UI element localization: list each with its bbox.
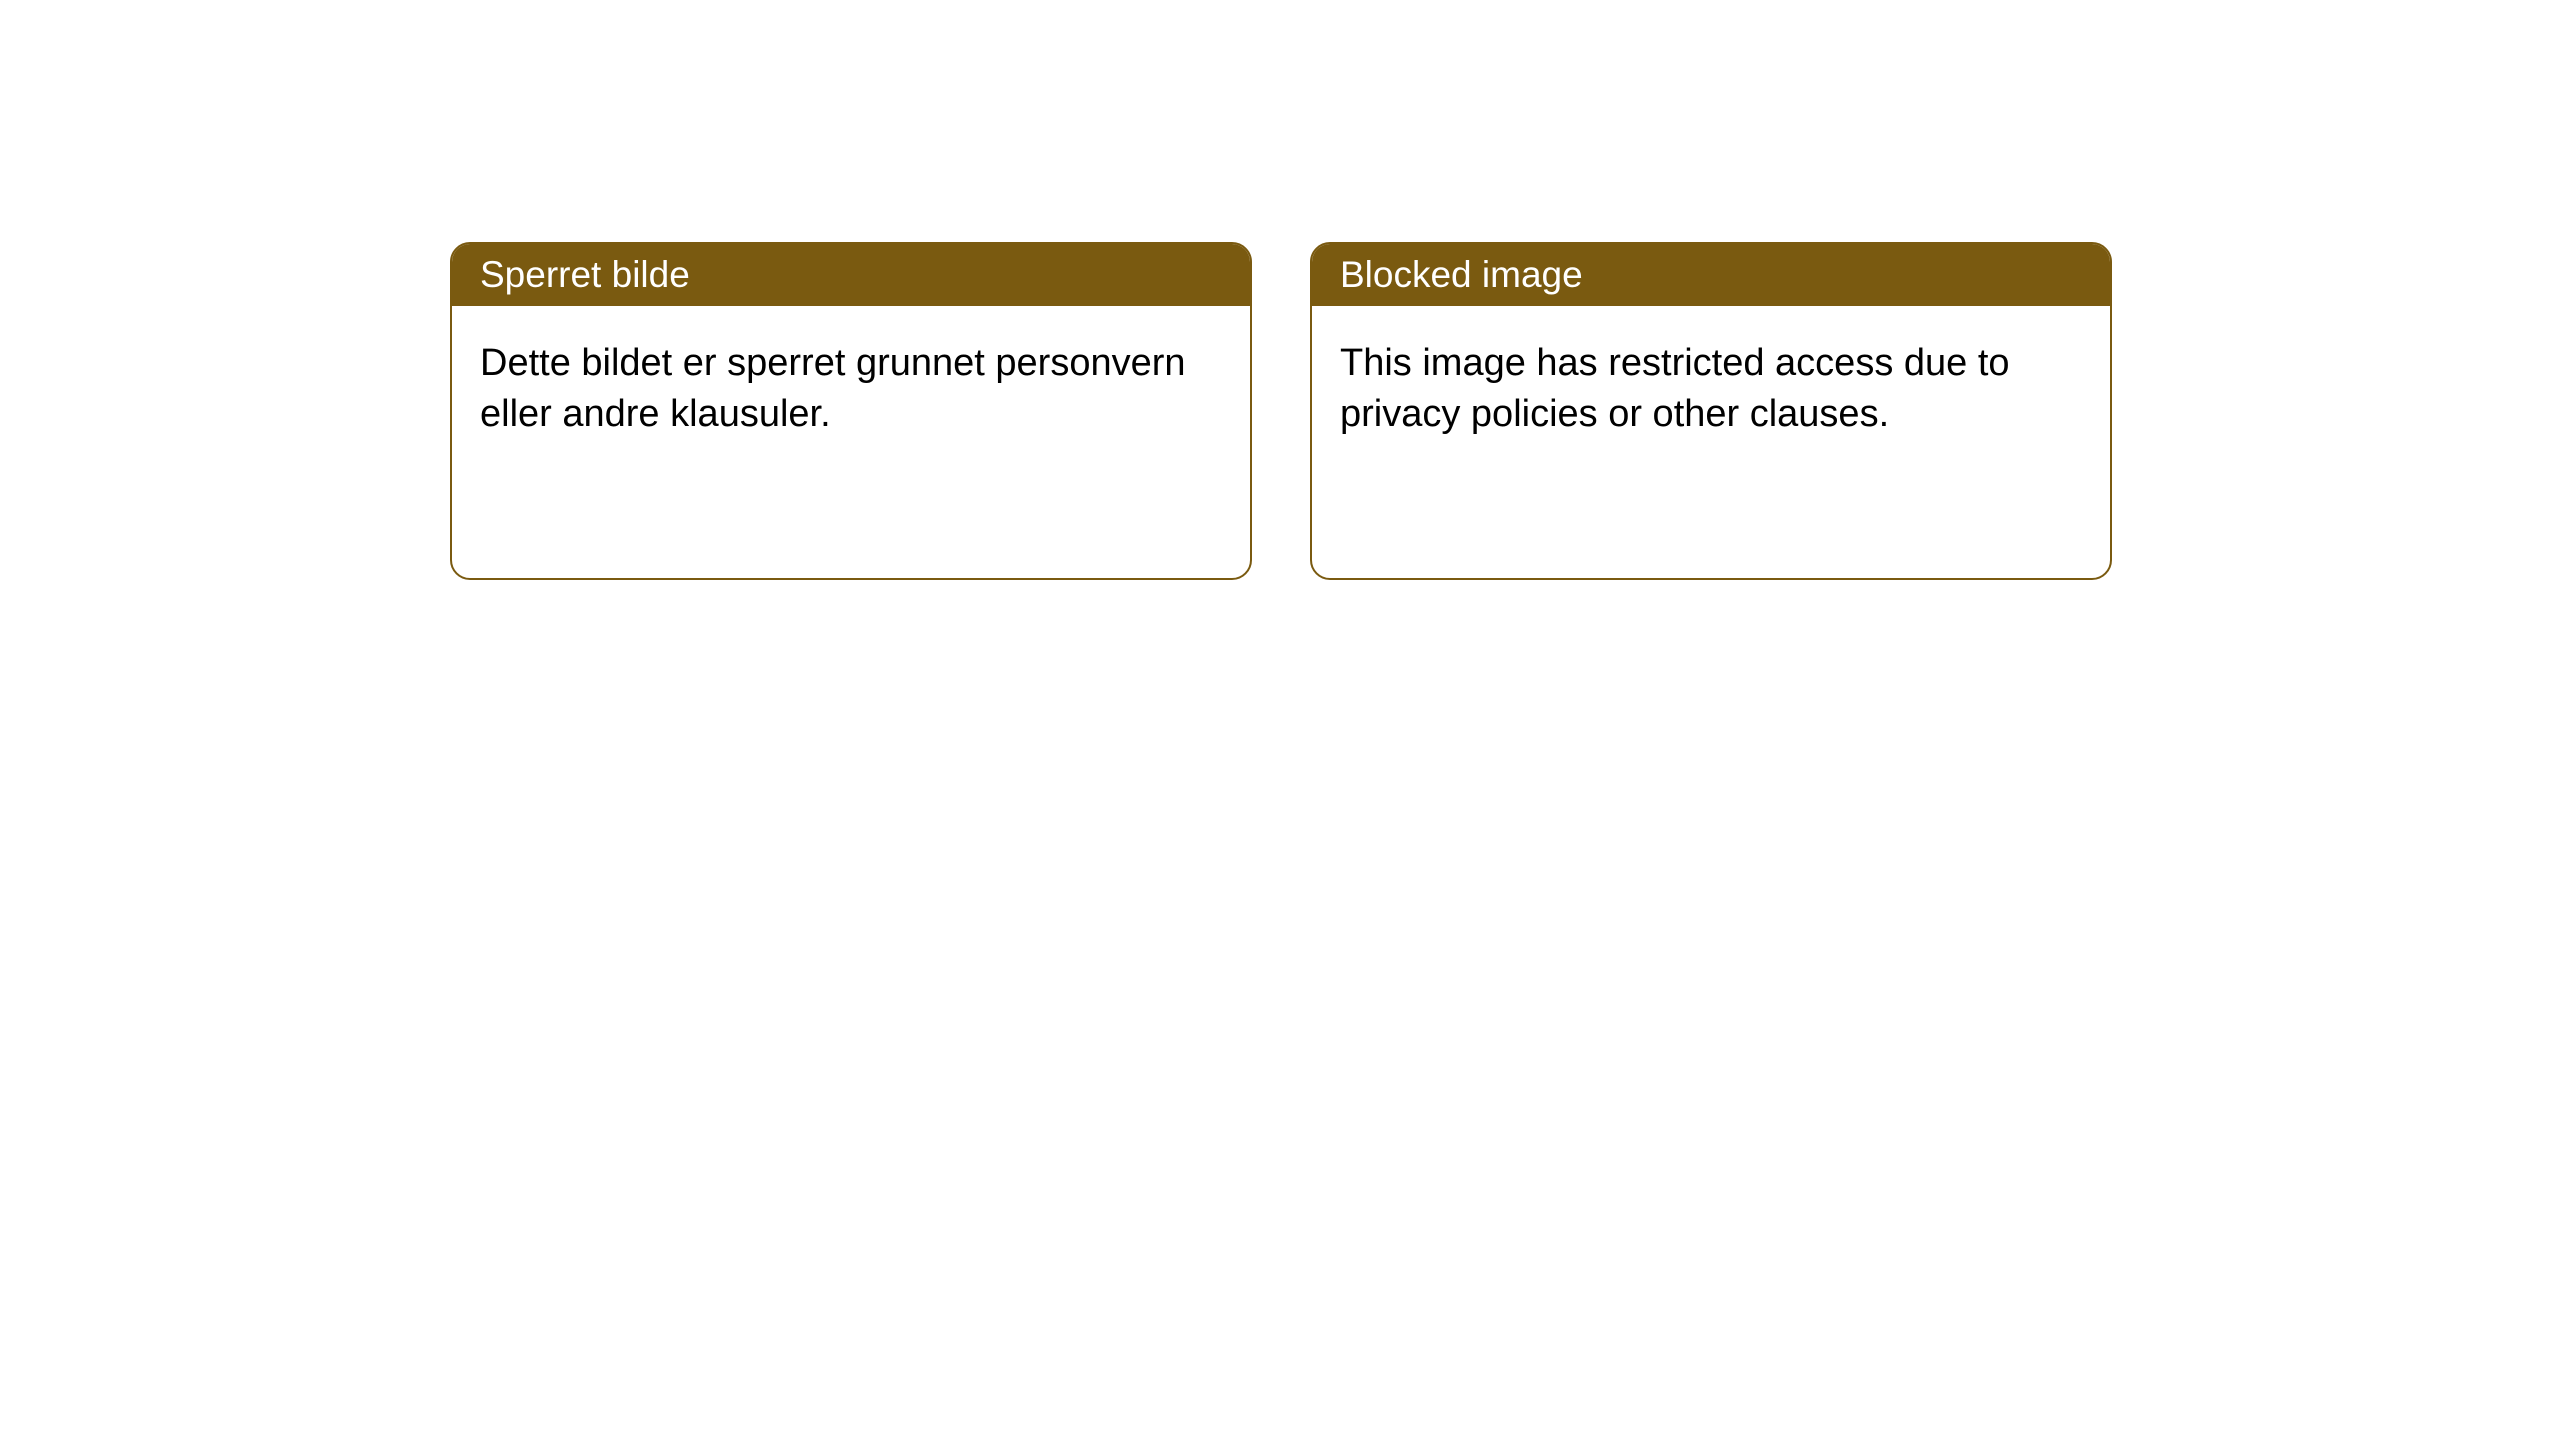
notice-card-norwegian: Sperret bilde Dette bildet er sperret gr… — [450, 242, 1252, 580]
notice-card-title: Blocked image — [1312, 244, 2110, 306]
notice-card-body: Dette bildet er sperret grunnet personve… — [452, 306, 1250, 473]
notice-card-english: Blocked image This image has restricted … — [1310, 242, 2112, 580]
notice-cards-container: Sperret bilde Dette bildet er sperret gr… — [450, 242, 2112, 580]
notice-card-title: Sperret bilde — [452, 244, 1250, 306]
notice-card-body: This image has restricted access due to … — [1312, 306, 2110, 473]
